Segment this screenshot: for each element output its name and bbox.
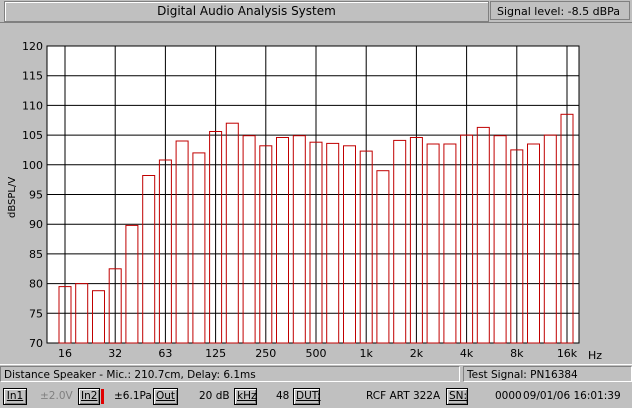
bar (510, 149, 524, 344)
bar (376, 170, 390, 344)
bar (125, 224, 139, 344)
in2-level-indicator (101, 389, 104, 404)
bar (326, 142, 340, 344)
bar (493, 135, 507, 344)
bar (309, 141, 323, 344)
y-tick-label: 100 (22, 159, 43, 172)
x-tick-label: 1k (360, 347, 374, 360)
dut-name-value: RCF ART 322A (366, 390, 441, 402)
y-tick-label: 70 (29, 337, 43, 350)
x-tick-label: 125 (205, 347, 226, 360)
date-time-readout: 09/01/06 16:01:39 (523, 390, 621, 402)
bar (343, 145, 356, 344)
x-tick-label: 63 (158, 347, 172, 360)
x-tick-label: 16k (557, 347, 578, 360)
in1-range-value: ±2.0V (40, 390, 73, 402)
sn-button[interactable]: SN: (446, 388, 468, 405)
bar (142, 175, 156, 344)
bar (75, 283, 89, 344)
y-tick-label: 115 (22, 70, 43, 83)
bar (543, 134, 557, 344)
bar (426, 143, 440, 344)
y-tick-label: 90 (29, 218, 43, 231)
y-tick-label: 105 (22, 129, 43, 142)
window-title: Digital Audio Analysis System (4, 1, 489, 22)
frequency-response-chart: 120 115 110 105 100 95 90 85 80 75 70 16 32 63 125 250… (7, 40, 602, 362)
bar (409, 137, 423, 344)
bar (443, 143, 457, 344)
in2-range-value: ±6.1Pa (114, 390, 152, 402)
x-tick-label: 8k (510, 347, 524, 360)
x-tick-label: 4k (460, 347, 474, 360)
x-tick-label: 250 (255, 347, 276, 360)
y-tick-label: 80 (29, 278, 43, 291)
y-tick-label: 95 (29, 189, 43, 202)
bar (92, 290, 105, 344)
bar-series (58, 113, 574, 344)
out-button[interactable]: Out (153, 388, 178, 405)
x-tick-label: 16 (58, 347, 72, 360)
bar (527, 143, 540, 344)
serial-number-value: 0000 (495, 390, 522, 402)
sample-rate-value: 48 (276, 390, 290, 402)
toolbar: In1 ±2.0V In2 ±6.1Pa Out 20 dB kHz 48 DU… (0, 387, 632, 407)
bar (259, 145, 273, 344)
khz-button[interactable]: kHz (234, 388, 257, 405)
x-tick-label: 500 (306, 347, 327, 360)
y-tick-label: 75 (29, 307, 43, 320)
bar (175, 140, 189, 344)
bar (58, 286, 72, 344)
x-axis-label: Hz (588, 349, 602, 362)
y-tick-label: 110 (22, 99, 43, 112)
bar (158, 159, 172, 344)
bar (276, 137, 289, 344)
status-bar: Distance Speaker - Mic.: 210.7cm, Delay:… (0, 366, 632, 384)
grid-lines (47, 46, 579, 343)
distance-delay-status: Distance Speaker - Mic.: 210.7cm, Delay:… (0, 366, 460, 382)
y-axis-label: dBSPL/V (7, 177, 18, 218)
y-axis-ticks: 120 115 110 105 100 95 90 85 80 75 70 (22, 40, 43, 350)
bar (476, 126, 490, 344)
bar (225, 122, 239, 344)
in1-button[interactable]: In1 (3, 388, 27, 405)
in2-button[interactable]: In2 (78, 388, 100, 405)
out-level-value: 20 dB (199, 390, 230, 402)
x-tick-label: 32 (108, 347, 122, 360)
bar (560, 113, 574, 344)
dut-button[interactable]: DUT: (293, 388, 321, 405)
y-tick-label: 85 (29, 248, 43, 261)
bar (209, 131, 223, 344)
signal-level-readout: Signal level: -8.5 dBPa (490, 1, 630, 20)
y-tick-label: 120 (22, 40, 43, 53)
bar (292, 135, 306, 344)
bar (192, 152, 206, 344)
bar (242, 135, 256, 344)
bar (460, 134, 474, 344)
chart-area: 120 115 110 105 100 95 90 85 80 75 70 16 32 63 125 250… (0, 22, 632, 365)
test-signal-status: Test Signal: PN16384 (463, 366, 632, 382)
x-axis-ticks: 16 32 63 125 250 500 1k 2k 4k 8k 16k (58, 347, 578, 360)
bar (359, 150, 373, 344)
bar (108, 268, 122, 344)
bar (393, 139, 407, 344)
x-tick-label: 2k (410, 347, 424, 360)
